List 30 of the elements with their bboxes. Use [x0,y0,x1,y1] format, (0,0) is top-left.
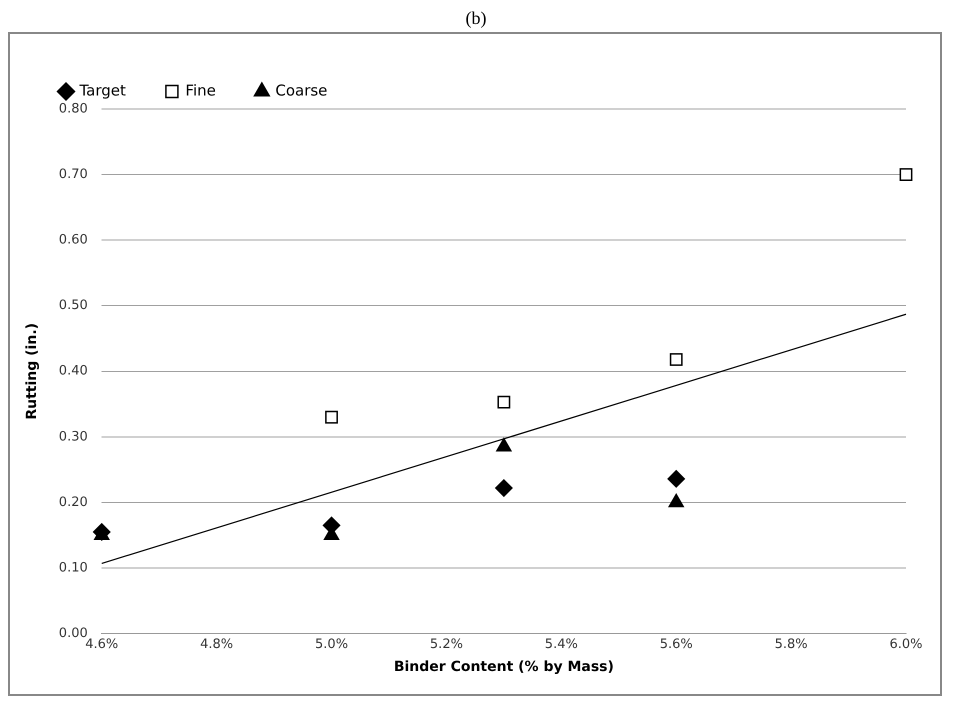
y-tick-label: 0.10 [58,560,88,576]
point [495,479,513,497]
point [667,470,685,488]
point [92,523,110,541]
legend-label: Target [78,81,126,100]
point [325,410,338,424]
x-axis-title: Binder Content (% by Mass) [394,659,614,676]
x-tick-label: 5.8% [774,636,808,652]
x-tick-label: 5.2% [430,636,463,652]
x-tick-label: 6.0% [889,636,923,652]
chart-title: (b) [464,8,488,30]
legend-label: Coarse [275,81,328,100]
y-tick-label: 0.70 [58,166,88,182]
y-tick-label: 0.50 [58,298,88,314]
point [497,396,510,409]
x-tick-label: 5.6% [660,636,693,652]
y-tick-label: 0.20 [58,494,88,510]
y-tick-label: 0.60 [58,232,88,248]
y-tick-label: 0.40 [58,364,88,379]
y-axis-title: Rutting (in.) [24,322,40,420]
point [900,168,912,181]
x-tick-label: 4.8% [200,636,234,652]
y-tick-label: 0.30 [58,429,88,444]
y-tick-label: 0.80 [58,101,88,116]
x-tick-label: 5.4% [544,636,578,652]
x-tick-label: 4.6% [85,636,118,652]
x-tick-label: 5.0% [315,636,348,652]
point [670,353,683,366]
y-tick-label: 0.00 [58,626,88,641]
legend-label: Fine [185,81,216,100]
